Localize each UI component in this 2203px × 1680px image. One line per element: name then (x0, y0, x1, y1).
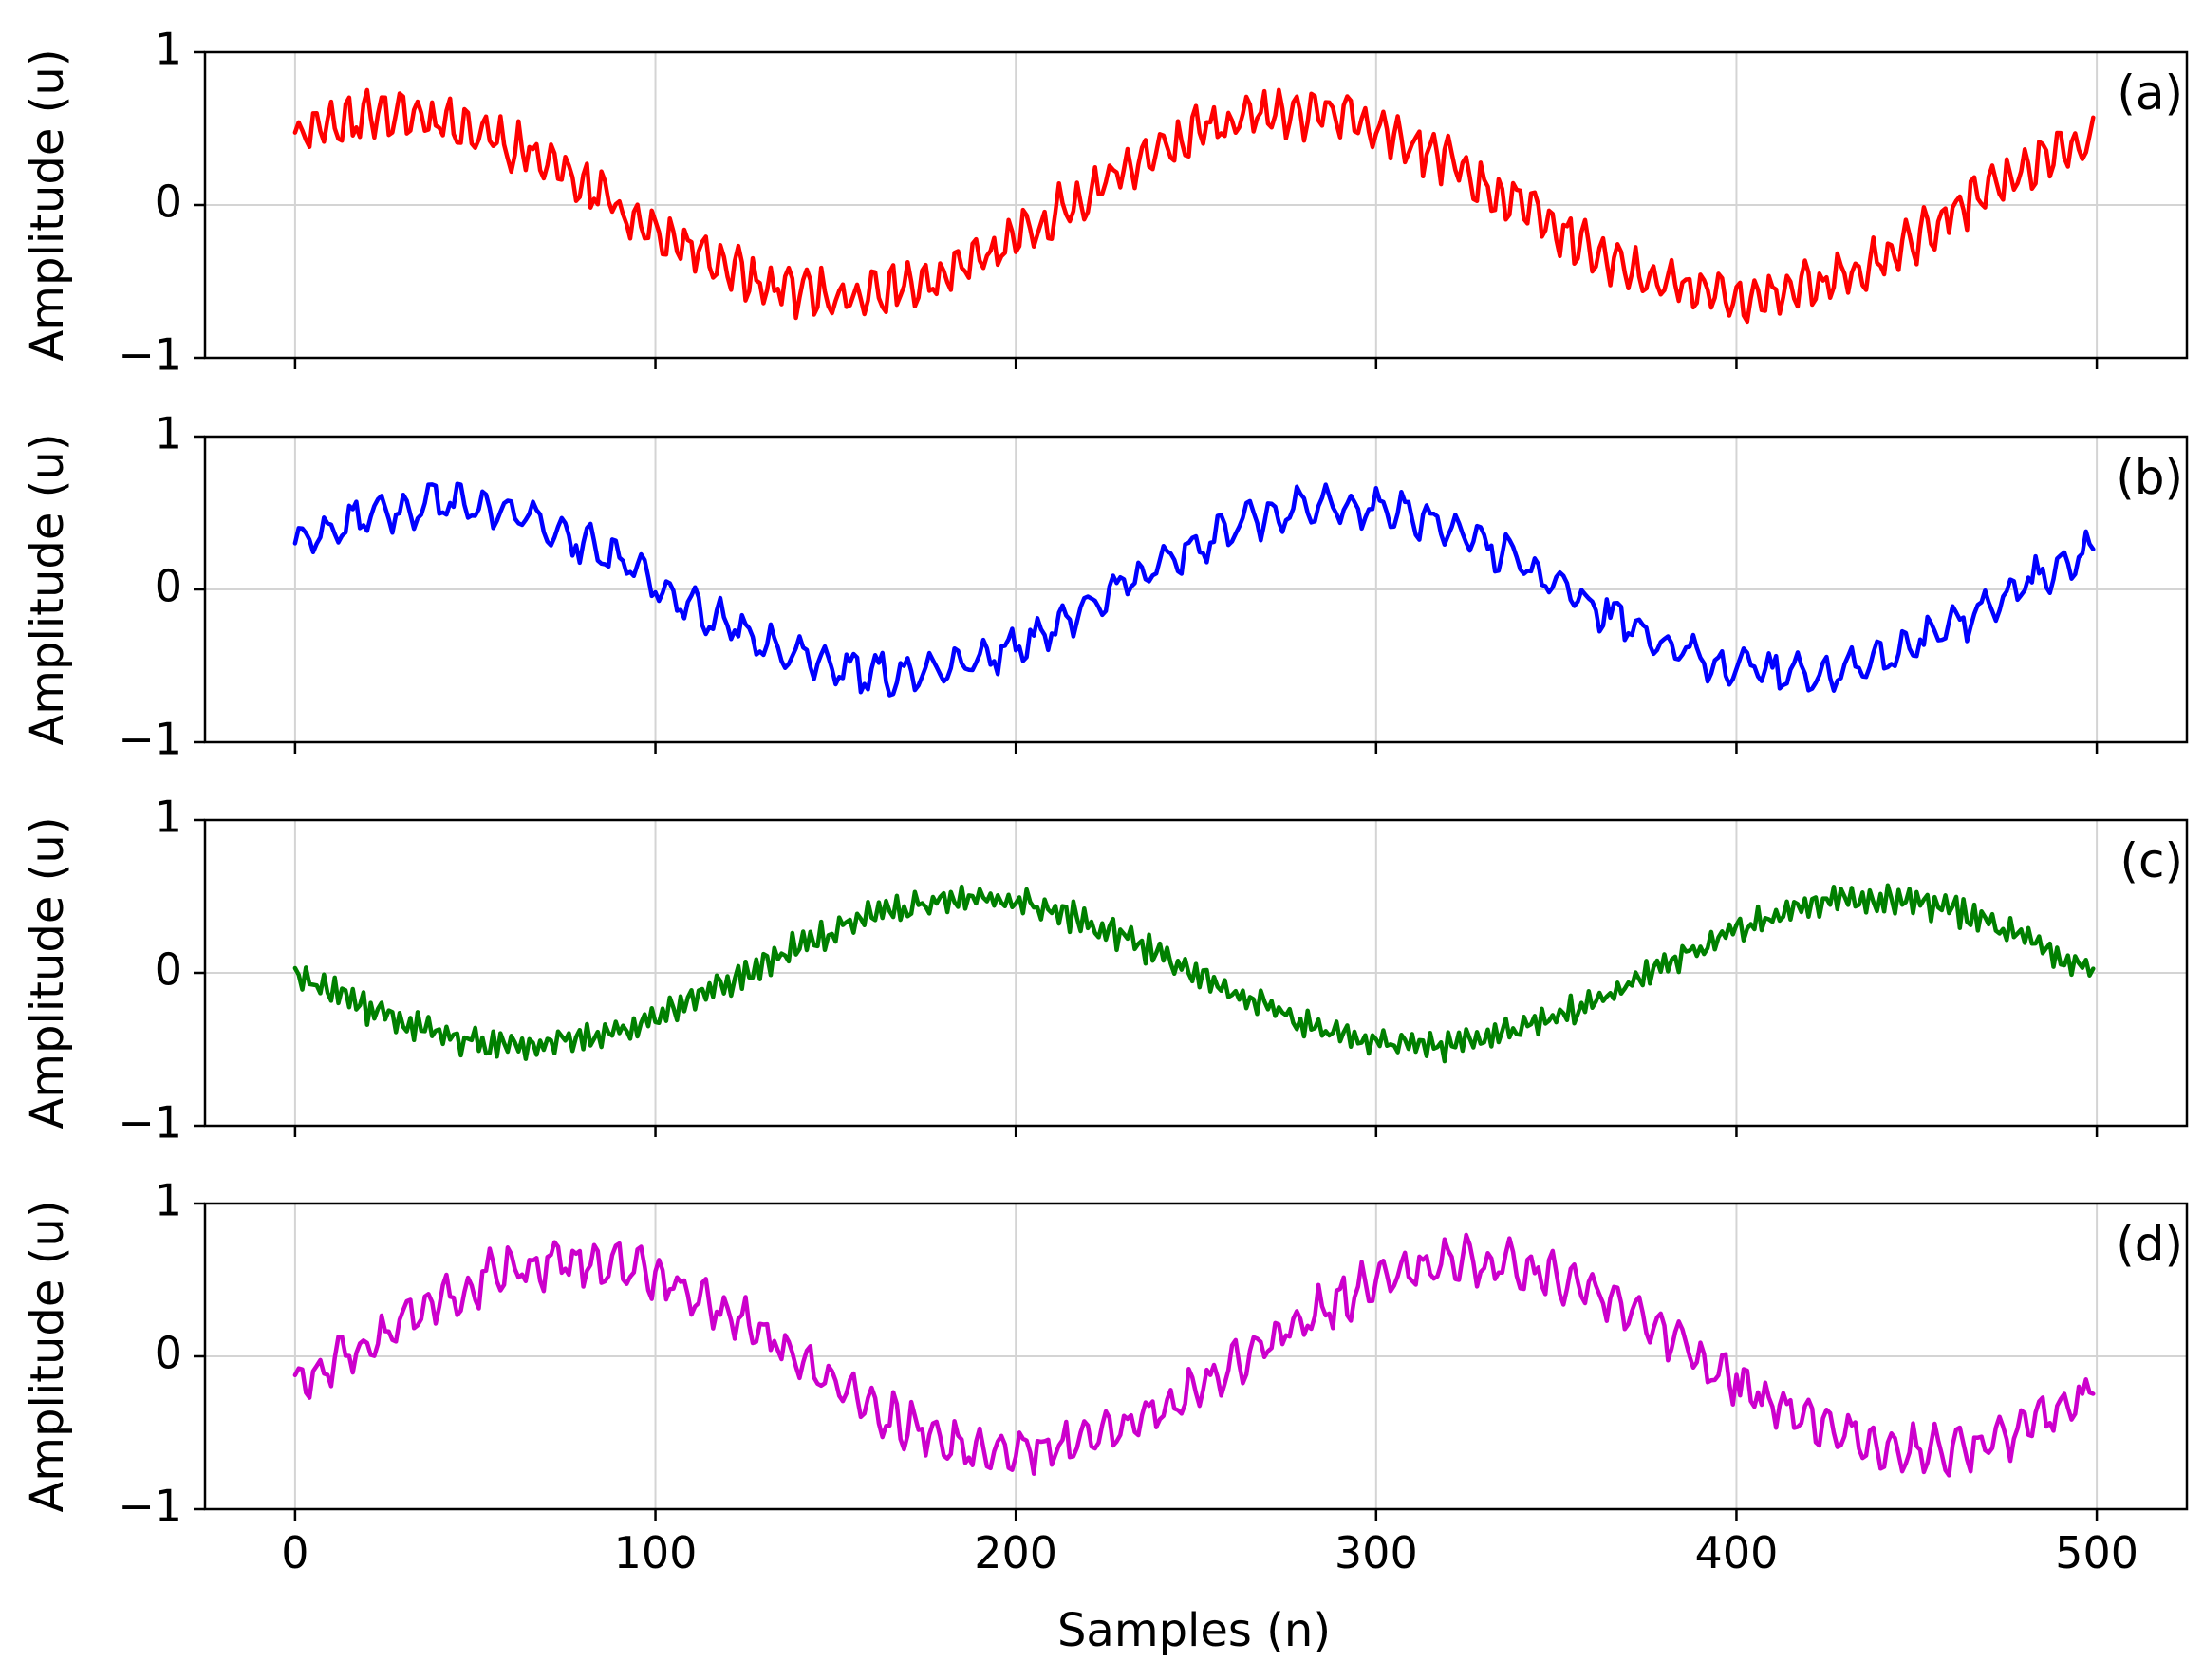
y-tick-label: 0 (155, 944, 182, 996)
y-tick-label: −1 (118, 329, 182, 381)
y-axis-label: Amplitude (u) (21, 816, 74, 1129)
y-tick-label: 1 (155, 408, 182, 459)
y-tick-label: 1 (155, 1175, 182, 1226)
y-tick-label: 0 (155, 561, 182, 612)
panel-label: (b) (2116, 450, 2183, 505)
x-tick-label: 200 (974, 1527, 1057, 1578)
panel-3: −1 0 1 Amplitude (u) (d) (21, 1175, 2189, 1532)
y-tick-label: 1 (155, 24, 182, 75)
series-line (292, 87, 2096, 325)
panel-label: (a) (2117, 65, 2183, 121)
panel-0: −1 0 1 Amplitude (u) (a) (21, 24, 2189, 381)
x-axis-label: Samples (n) (1057, 1604, 1331, 1657)
y-tick-label: −1 (118, 1481, 182, 1532)
x-tick-label: 300 (1335, 1527, 1418, 1578)
y-tick-label: −1 (118, 714, 182, 765)
x-tick-label: 500 (2055, 1527, 2138, 1578)
y-axis-label: Amplitude (u) (21, 1200, 74, 1512)
x-tick-label: 400 (1695, 1527, 1779, 1578)
series-line (292, 883, 2096, 1064)
y-tick-label: 0 (155, 1328, 182, 1379)
panel-2: −1 0 1 Amplitude (u) (c) (21, 792, 2189, 1148)
y-axis-label: Amplitude (u) (21, 48, 74, 361)
y-tick-label: −1 (118, 1097, 182, 1148)
panel-label: (c) (2119, 833, 2183, 888)
y-axis-label: Amplitude (u) (21, 433, 74, 745)
series-line (292, 481, 2096, 698)
x-tick-label: 100 (614, 1527, 698, 1578)
y-tick-label: 1 (155, 792, 182, 843)
panel-label: (d) (2116, 1217, 2183, 1272)
panel-1: −1 0 1 Amplitude (u) (b) (21, 408, 2189, 765)
x-tick-label: 0 (281, 1527, 308, 1578)
y-tick-label: 0 (155, 177, 182, 228)
series-line (292, 1232, 2096, 1478)
